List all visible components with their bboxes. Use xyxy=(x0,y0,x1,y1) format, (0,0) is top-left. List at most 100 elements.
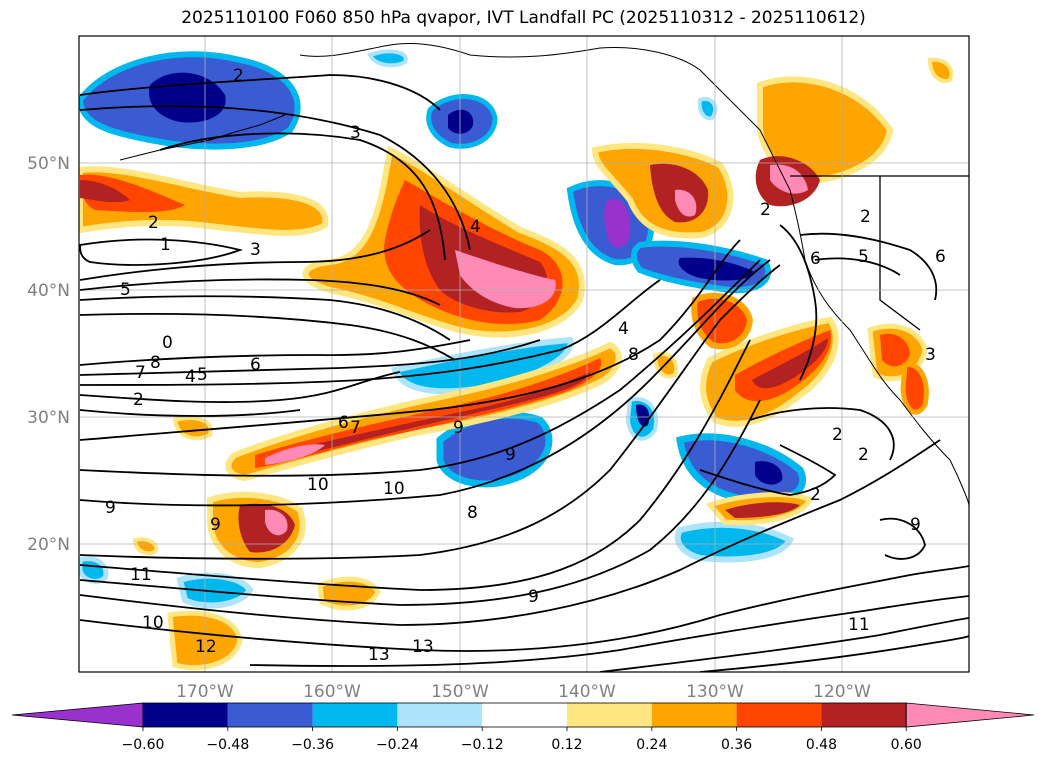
neg-blob-center-core xyxy=(604,199,631,248)
contour-label: 8 xyxy=(628,345,639,365)
contour-label: 4 xyxy=(618,319,629,339)
lat-label-30n: 30°N xyxy=(27,408,70,428)
pos-blob-ne2 xyxy=(927,57,954,83)
plot-title: 2025110100 F060 850 hPa qvapor, IVT Land… xyxy=(181,8,866,28)
contour-label: 10 xyxy=(307,475,329,495)
colorbar-tick-label: 0.48 xyxy=(806,737,837,753)
contour-label: 8 xyxy=(150,353,161,373)
contour-label: 11 xyxy=(130,565,152,585)
colorbar-tick-label: −0.60 xyxy=(122,737,165,753)
contour-label: 11 xyxy=(848,615,870,635)
colorbar-tick-label: −0.12 xyxy=(461,737,504,753)
pos-blob-band-red xyxy=(270,372,590,462)
gridlines xyxy=(79,36,969,672)
contour-label: 7 xyxy=(350,418,361,438)
contour-21 xyxy=(79,565,969,652)
contour-label: 5 xyxy=(120,280,131,300)
contour-5 xyxy=(79,229,431,281)
colorbar-bin xyxy=(397,703,483,727)
colorbar-tick-label: 0.24 xyxy=(636,737,667,753)
colorbar-tick-label: −0.48 xyxy=(206,737,249,753)
contour-label: 4 xyxy=(185,367,196,387)
lat-label-20n: 20°N xyxy=(27,535,70,555)
contour-22 xyxy=(249,595,969,667)
lon-label-130w: 130°W xyxy=(686,682,744,702)
neg-blob-gulf-core xyxy=(448,109,474,134)
coastlines xyxy=(119,42,969,506)
contour-label: 3 xyxy=(350,123,361,143)
contour-13 xyxy=(79,409,301,417)
neg-blob-e2-core xyxy=(636,404,650,427)
contour-30 xyxy=(879,517,926,560)
contour-20 xyxy=(79,439,941,626)
contour-1 xyxy=(79,74,441,111)
neg-blob-sw xyxy=(176,572,254,609)
pos-blob-w2 xyxy=(172,416,213,441)
lat-label-50n: 50°N xyxy=(27,154,70,174)
lat-label-40n: 40°N xyxy=(27,281,70,301)
colorbar-bin xyxy=(143,703,228,727)
contour-label: 2 xyxy=(810,485,821,505)
colorbar-tick-label: 0.12 xyxy=(551,737,582,753)
contour-2 xyxy=(79,105,471,251)
contour-18 xyxy=(79,339,751,591)
contour-23 xyxy=(599,617,969,672)
lat-axis-labels: 50°N 40°N 30°N 20°N xyxy=(27,154,70,555)
pos-blob-band-pink xyxy=(265,444,325,465)
contour-label: 6 xyxy=(810,249,821,269)
contour-label: 9 xyxy=(528,587,539,607)
contour-label: 0 xyxy=(162,333,173,353)
neg-blob-east-core xyxy=(755,461,783,485)
neg-blob-n xyxy=(367,49,408,68)
contour-label: 6 xyxy=(935,247,946,267)
contour-label: 5 xyxy=(858,247,869,267)
pos-blob-west-core xyxy=(80,174,185,213)
contour-8 xyxy=(79,312,456,361)
colorbar: −0.60 −0.48 −0.36 −0.24 −0.12 0.12 0.24 0.36 0.4… xyxy=(11,702,1035,753)
coastline-aleutians xyxy=(119,114,286,161)
contour-label: 7 xyxy=(135,363,146,383)
contour-label: 2 xyxy=(858,445,869,465)
contour-label: 9 xyxy=(910,515,921,535)
contour-4 xyxy=(79,238,244,266)
contour-10 xyxy=(79,339,541,376)
colorbar-extend-low xyxy=(11,702,144,728)
neg-blob-w xyxy=(79,556,109,584)
colorbar-extend-high xyxy=(905,702,1035,728)
pos-blob-ese-red xyxy=(725,502,800,518)
pos-blob-west-red xyxy=(80,180,130,203)
lon-label-140w: 140°W xyxy=(558,682,616,702)
contour-label: 6 xyxy=(250,355,261,375)
contour-label: 13 xyxy=(368,645,390,665)
neg-blob-tropic xyxy=(674,521,795,563)
contour-label: 2 xyxy=(760,200,771,220)
pos-blob-far-e xyxy=(900,362,929,415)
contour-label: 6 xyxy=(338,413,349,433)
contour-28 xyxy=(799,232,938,301)
contour-label: 10 xyxy=(142,613,164,633)
colorbar-tick-label: 0.60 xyxy=(891,737,922,753)
neg-blob-ne xyxy=(697,96,718,121)
contour-label: 2 xyxy=(860,207,871,227)
contour-25 xyxy=(699,444,837,496)
contour-12 xyxy=(79,371,401,403)
contour-6 xyxy=(79,278,441,306)
contour-24 xyxy=(699,635,969,672)
contour-label: 3 xyxy=(250,240,261,260)
colorbar-bin xyxy=(482,703,567,727)
colorbar-bin xyxy=(312,703,398,727)
lon-label-150w: 150°W xyxy=(431,682,489,702)
pos-blob-near xyxy=(691,292,754,350)
pos-blob-west xyxy=(79,166,329,236)
map-frame xyxy=(78,35,970,673)
colorbar-bin xyxy=(567,703,652,727)
colorbar-bin xyxy=(821,703,907,727)
contour-label: 13 xyxy=(412,637,434,657)
colorbar-bin xyxy=(227,703,313,727)
contour-label: 12 xyxy=(195,637,217,657)
contour-17 xyxy=(79,264,781,560)
pos-blob-bc-pink xyxy=(770,164,808,194)
ivt-contours xyxy=(79,74,969,672)
contour-label: 4 xyxy=(470,217,481,237)
contour-label: 2 xyxy=(133,390,144,410)
